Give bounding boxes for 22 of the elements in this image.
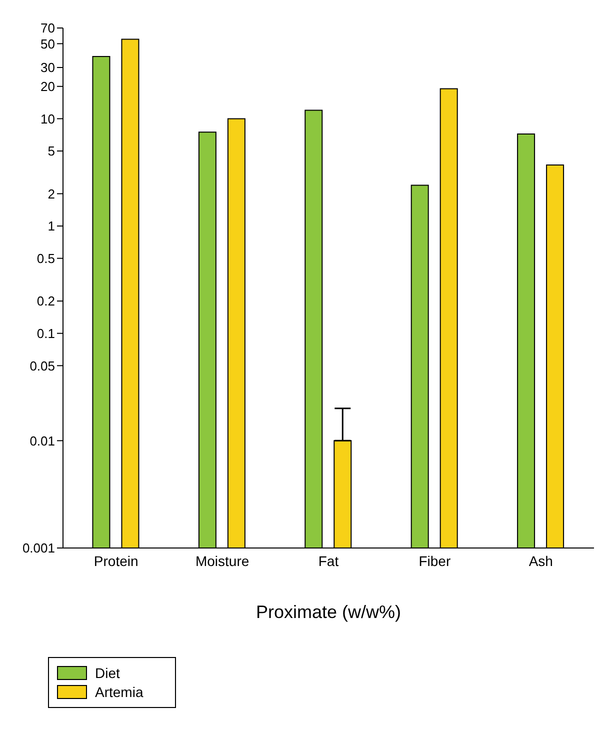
x-tick-label: Protein (94, 552, 138, 569)
y-tick-label: 1 (48, 218, 55, 234)
y-tick-label: 30 (40, 60, 55, 76)
x-tick-label: Fiber (418, 552, 451, 569)
x-axis-title: Proximate (w/w%) (256, 602, 402, 622)
legend-label: Diet (95, 665, 120, 681)
y-tick-label: 0.05 (30, 358, 55, 374)
y-tick-label: 10 (40, 111, 55, 126)
y-tick-label: 2 (48, 186, 55, 202)
y-tick-label: 0.2 (36, 294, 55, 309)
y-tick-label: 0.01 (30, 433, 55, 448)
y-tick-label: 70 (40, 20, 55, 36)
legend-label: Artemia (95, 684, 144, 700)
x-tick-label: Moisture (195, 552, 250, 569)
y-tick-label: 5 (48, 144, 55, 159)
y-tick-label: 20 (40, 79, 55, 94)
x-tick-label: Fat (318, 552, 339, 569)
y-tick-label: 0.5 (36, 250, 55, 266)
y-tick-label: 0.1 (36, 326, 55, 341)
x-tick-label: Ash (528, 552, 553, 569)
y-tick-label: 50 (40, 36, 55, 52)
y-tick-label: 0.001 (22, 540, 55, 556)
